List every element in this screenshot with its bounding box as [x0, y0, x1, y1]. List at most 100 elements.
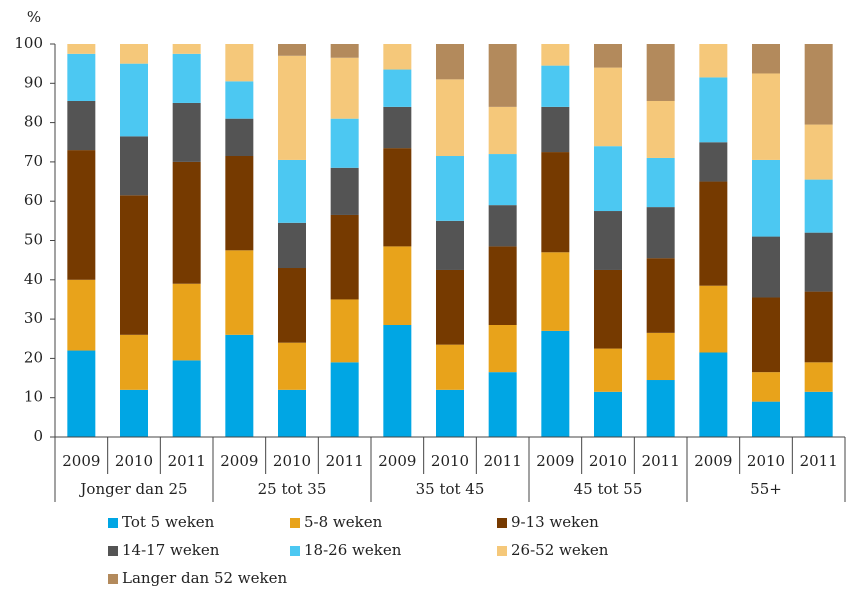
- bar-segment: [699, 142, 728, 182]
- bar-segment: [225, 250, 254, 335]
- bar-segment: [225, 334, 254, 437]
- bar-segment: [804, 44, 833, 125]
- x-tick-label: 2010: [115, 452, 153, 470]
- bar-segment: [488, 44, 517, 107]
- x-tick-label: 2009: [536, 452, 574, 470]
- bar-segment: [172, 161, 201, 284]
- bar-segment: [120, 389, 148, 437]
- bar-segment: [699, 44, 728, 78]
- y-tick-label: 80: [24, 113, 43, 131]
- y-tick-label: 10: [24, 388, 43, 406]
- bar-segment: [278, 55, 306, 160]
- bar-segment: [120, 334, 148, 390]
- bar-segment: [67, 350, 96, 437]
- bar-segment: [330, 44, 359, 58]
- bar-segment: [278, 268, 306, 343]
- bar-segment: [804, 391, 833, 437]
- bar-segment: [594, 348, 622, 392]
- bar-segment: [172, 102, 201, 162]
- bar-segment: [278, 44, 306, 56]
- bar-segment: [594, 391, 622, 437]
- legend-swatch: [290, 518, 300, 528]
- legend-label: 9-13 weken: [511, 513, 599, 531]
- y-tick-label: 50: [24, 231, 43, 249]
- y-tick-label: 100: [14, 34, 43, 52]
- bar-segment: [330, 167, 359, 215]
- bar-segment: [488, 205, 517, 247]
- bar-segment: [278, 222, 306, 269]
- group-label: 55+: [750, 480, 782, 498]
- bar-segment: [752, 236, 780, 298]
- bar-segment: [488, 324, 517, 373]
- bar-segment: [436, 389, 464, 437]
- bar-segment: [383, 69, 412, 107]
- bar-segment: [488, 154, 517, 206]
- legend-swatch: [290, 546, 300, 556]
- y-tick-label: 40: [24, 270, 43, 288]
- bar-segment: [383, 246, 412, 325]
- bar-segment: [330, 299, 359, 363]
- y-tick-label: 70: [24, 152, 43, 170]
- bar-segment: [172, 53, 201, 103]
- bar-segment: [804, 179, 833, 233]
- bar-segment: [67, 44, 96, 54]
- bar-segment: [436, 44, 464, 80]
- x-tick-label: 2009: [220, 452, 258, 470]
- bar-segment: [646, 44, 675, 101]
- x-tick-label: 2010: [273, 452, 311, 470]
- bar-segment: [594, 67, 622, 147]
- bar-segment: [225, 44, 254, 82]
- bar-segment: [67, 53, 96, 101]
- bar-segment: [699, 352, 728, 437]
- bar-segment: [541, 330, 570, 437]
- x-tick-label: 2010: [747, 452, 785, 470]
- legend-label: 14-17 weken: [122, 541, 220, 559]
- bar-segment: [541, 106, 570, 153]
- group-label: 35 tot 45: [416, 480, 485, 498]
- x-tick-label: 2011: [642, 452, 680, 470]
- bar-segment: [699, 181, 728, 286]
- bar-segment: [383, 106, 412, 149]
- bar-segment: [225, 156, 254, 251]
- bar-segment: [436, 344, 464, 390]
- bar-segment: [436, 156, 464, 221]
- y-tick-label: 90: [24, 73, 43, 91]
- bar-segment: [488, 106, 517, 155]
- bar-segment: [67, 279, 96, 351]
- bar-segment: [436, 269, 464, 345]
- bar-segment: [541, 252, 570, 331]
- x-tick-label: 2011: [800, 452, 838, 470]
- bar-segment: [804, 124, 833, 180]
- bar-segment: [646, 100, 675, 158]
- bar-segment: [541, 65, 570, 107]
- bar-segment: [804, 362, 833, 392]
- bar-segment: [594, 269, 622, 349]
- bar-segment: [752, 372, 780, 402]
- legend-swatch: [497, 546, 507, 556]
- bar-segment: [225, 118, 254, 157]
- legend-swatch: [108, 546, 118, 556]
- x-tick-label: 2010: [589, 452, 627, 470]
- bar-segment: [67, 100, 96, 151]
- x-tick-label: 2009: [694, 452, 732, 470]
- bar-segment: [804, 291, 833, 363]
- bar-segment: [278, 389, 306, 437]
- bar-segment: [646, 157, 675, 208]
- bar-segment: [172, 44, 201, 54]
- y-tick-label: 30: [24, 309, 43, 327]
- bar-segment: [383, 44, 412, 70]
- bar-segment: [172, 283, 201, 361]
- legend-swatch: [497, 518, 507, 528]
- bar-segment: [330, 118, 359, 168]
- bar-segment: [120, 44, 148, 64]
- bar-segment: [67, 150, 96, 280]
- legend-label: Tot 5 weken: [122, 513, 215, 531]
- x-tick-label: 2009: [62, 452, 100, 470]
- legend-label: 5-8 weken: [304, 513, 383, 531]
- bar-segment: [699, 285, 728, 353]
- bar-segment: [330, 214, 359, 300]
- bar-segment: [646, 207, 675, 259]
- bar-segment: [752, 73, 780, 160]
- bar-segment: [646, 380, 675, 437]
- bar-segment: [120, 195, 148, 335]
